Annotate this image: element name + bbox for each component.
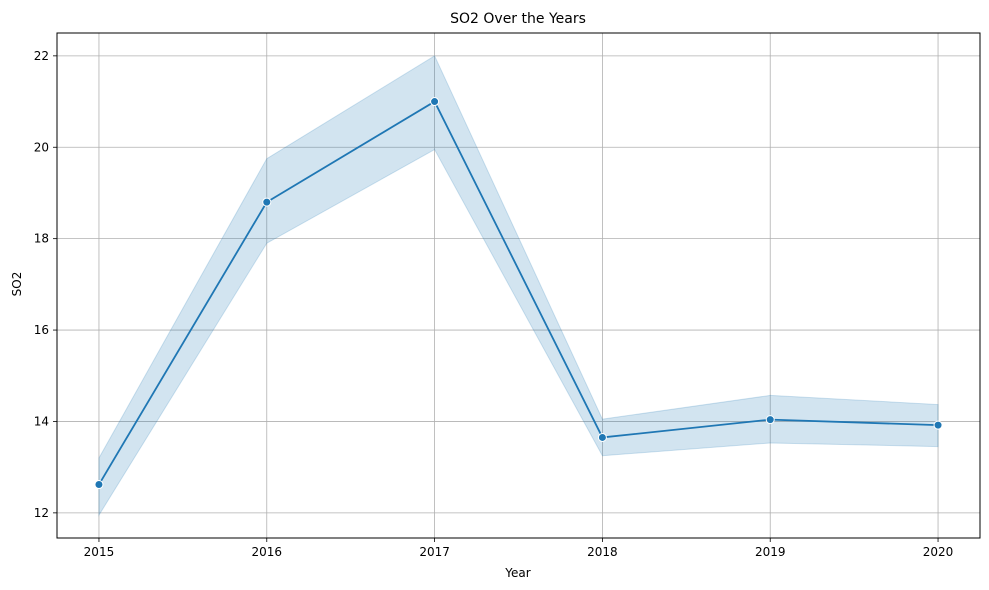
data-point bbox=[933, 420, 943, 430]
y-tick-label: 16 bbox=[34, 323, 49, 337]
x-tick-label: 2018 bbox=[587, 545, 618, 559]
confidence-band bbox=[98, 55, 939, 517]
y-axis-ticks: 12 14 16 18 20 22 bbox=[34, 49, 57, 520]
y-tick-label: 12 bbox=[34, 506, 49, 520]
y-tick-label: 18 bbox=[34, 232, 49, 246]
series-path bbox=[98, 100, 939, 485]
data-point bbox=[94, 480, 104, 490]
x-tick-label: 2019 bbox=[755, 545, 786, 559]
data-point bbox=[262, 197, 272, 207]
x-tick-label: 2020 bbox=[923, 545, 954, 559]
data-point bbox=[430, 97, 440, 107]
grid bbox=[57, 33, 980, 538]
y-tick-label: 22 bbox=[34, 49, 49, 63]
x-tick-label: 2016 bbox=[251, 545, 282, 559]
plot-frame bbox=[56, 32, 981, 539]
y-axis-label: SO2 bbox=[10, 272, 24, 297]
data-points bbox=[94, 97, 943, 490]
x-tick-label: 2017 bbox=[419, 545, 450, 559]
series-line bbox=[98, 100, 939, 485]
data-point bbox=[597, 432, 607, 442]
confidence-band-area bbox=[98, 55, 939, 517]
x-axis-ticks: 2015 2016 2017 2018 2019 2020 bbox=[84, 538, 954, 559]
y-tick-label: 20 bbox=[34, 140, 49, 154]
chart-title: SO2 Over the Years bbox=[450, 11, 586, 27]
data-point bbox=[765, 415, 775, 425]
y-tick-label: 14 bbox=[34, 414, 49, 428]
x-axis-label: Year bbox=[504, 566, 530, 580]
x-tick-label: 2015 bbox=[84, 545, 115, 559]
